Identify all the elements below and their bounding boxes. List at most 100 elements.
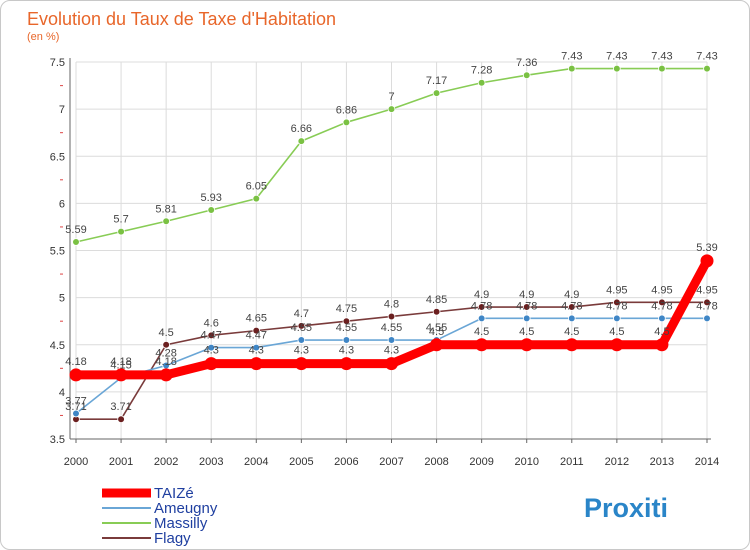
chart-subtitle: (en %) <box>27 31 59 43</box>
y-tick-label: 5.5 <box>50 246 65 258</box>
data-point <box>204 357 218 371</box>
x-tick-label: 2003 <box>199 456 223 468</box>
legend-label: Flagy <box>154 530 191 547</box>
data-point <box>475 338 489 352</box>
data-label: 6.05 <box>246 181 267 193</box>
data-label: 4.18 <box>155 356 176 368</box>
data-label: 4.85 <box>426 294 447 306</box>
x-tick-label: 2004 <box>244 456 268 468</box>
data-point <box>294 357 308 371</box>
data-point <box>432 89 441 97</box>
data-label: 4.95 <box>651 284 672 296</box>
data-labels: 5.59 5.7 5.81 5.93 6.05 6.66 6.86 7 7.17 7.28 7.36… <box>65 51 717 414</box>
data-label: 4.7 <box>294 308 309 320</box>
data-label: 4.78 <box>561 300 582 312</box>
data-point <box>658 314 666 323</box>
data-point <box>72 409 80 418</box>
data-point <box>567 64 576 73</box>
data-label: 4.9 <box>519 289 534 301</box>
data-label: 4.95 <box>696 284 717 296</box>
series-layer <box>69 64 714 424</box>
data-label: 4.95 <box>606 284 627 296</box>
x-tick-label: 2011 <box>560 456 584 468</box>
data-label: 4.3 <box>204 345 219 357</box>
data-point <box>117 227 125 236</box>
data-point <box>207 331 216 340</box>
data-label: 4.9 <box>474 289 489 301</box>
data-point <box>207 206 216 214</box>
grid-lines <box>75 61 708 440</box>
data-point <box>114 368 128 382</box>
y-tick-label: 3.5 <box>50 434 65 446</box>
x-tick-label: 2010 <box>514 456 538 468</box>
data-point <box>297 137 306 145</box>
data-label: 4.15 <box>110 360 131 372</box>
data-label: 4.47 <box>201 330 222 342</box>
data-point <box>703 314 711 323</box>
data-point <box>522 71 531 79</box>
brand-text: Proxiti <box>584 493 668 523</box>
data-point <box>117 415 125 424</box>
data-point <box>252 326 261 335</box>
data-label: 4.18 <box>65 356 86 368</box>
data-point <box>297 336 306 344</box>
data-point <box>567 303 576 311</box>
data-label: 3.71 <box>110 401 131 413</box>
data-label: 4.78 <box>606 300 627 312</box>
x-tick-label: 2007 <box>379 456 403 468</box>
data-point <box>252 194 261 203</box>
data-label: 7.43 <box>561 51 582 63</box>
data-point <box>430 338 444 352</box>
data-point <box>387 312 396 321</box>
data-label: 4.3 <box>339 345 354 357</box>
data-point <box>69 368 83 382</box>
data-point <box>658 298 666 307</box>
data-label: 4.5 <box>564 326 579 338</box>
data-label: 4.3 <box>249 345 264 357</box>
data-point <box>567 314 576 323</box>
data-point <box>703 298 711 307</box>
data-point <box>520 338 534 352</box>
data-label: 6.66 <box>291 123 312 135</box>
data-point <box>477 78 486 87</box>
data-point <box>658 64 666 73</box>
data-point <box>703 64 711 73</box>
data-label: 7.43 <box>696 51 717 63</box>
data-label: 4.6 <box>204 317 219 329</box>
data-label: 4.3 <box>294 345 309 357</box>
data-point <box>613 314 621 323</box>
data-point <box>249 357 263 371</box>
data-point <box>565 338 579 352</box>
data-point <box>72 238 80 246</box>
data-label: 4.78 <box>516 300 537 312</box>
data-label: 4.5 <box>474 326 489 338</box>
x-tick-label: 2000 <box>64 456 88 468</box>
x-tick-label: 2001 <box>109 456 133 468</box>
data-label: 4.55 <box>426 322 447 334</box>
data-label: 5.39 <box>696 242 717 254</box>
legend-label: TAIZé <box>154 485 194 502</box>
data-point <box>613 64 621 73</box>
data-point <box>385 357 398 371</box>
legend-label: Ameugny <box>154 500 218 517</box>
y-tick-label: 7 <box>59 104 65 116</box>
y-tick-label: 7.5 <box>50 57 65 69</box>
legend-label: Massilly <box>154 515 208 532</box>
y-tick-label: 6.5 <box>50 151 65 163</box>
data-label: 4.5 <box>654 326 669 338</box>
data-point <box>297 322 306 330</box>
data-label: 5.81 <box>155 203 176 215</box>
x-tick-label: 2009 <box>469 456 493 468</box>
data-label: 4.78 <box>471 300 492 312</box>
data-point <box>162 340 170 349</box>
y-tick-label: 6 <box>59 198 65 210</box>
data-label: 4.5 <box>429 326 444 338</box>
data-label: 4.28 <box>155 347 176 359</box>
data-label: 7.17 <box>426 75 447 87</box>
data-point <box>252 343 261 352</box>
data-label: 4.78 <box>651 300 672 312</box>
x-tick-label: 2006 <box>334 456 358 468</box>
